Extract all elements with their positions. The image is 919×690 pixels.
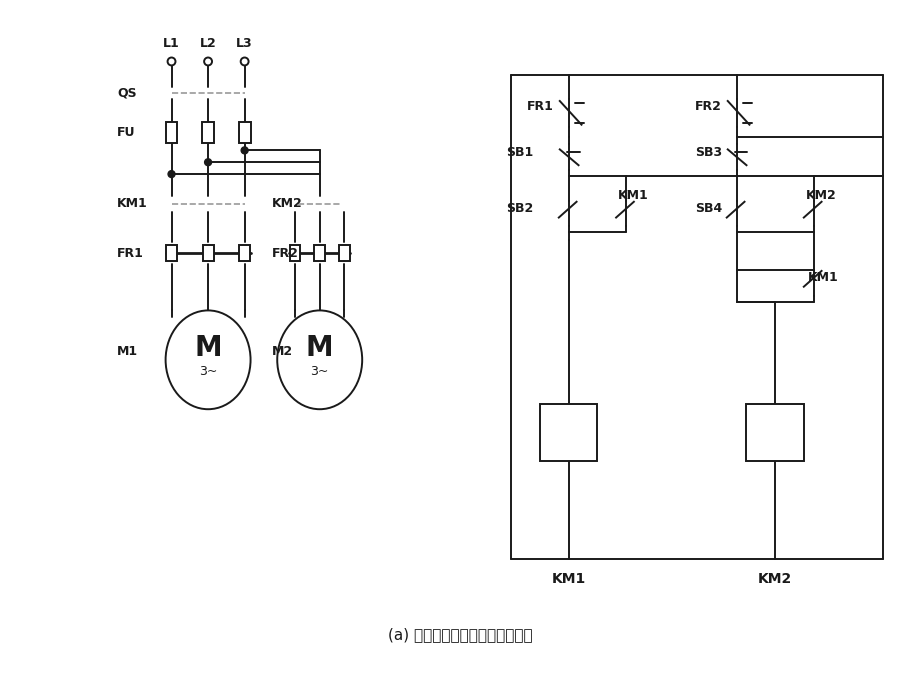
Text: L1: L1 (163, 37, 180, 50)
Text: 3~: 3~ (199, 365, 217, 378)
Bar (314, 245, 324, 261)
Circle shape (241, 147, 248, 154)
Text: KM2: KM2 (757, 572, 791, 586)
Text: M1: M1 (117, 346, 138, 358)
Circle shape (204, 159, 211, 166)
Bar (202, 121, 214, 144)
Text: KM2: KM2 (272, 197, 302, 210)
Bar (745, 404, 803, 461)
Text: KM1: KM1 (618, 189, 648, 202)
Circle shape (241, 57, 248, 66)
Text: SB3: SB3 (695, 146, 721, 159)
Text: 3~: 3~ (311, 365, 329, 378)
Text: KM1: KM1 (551, 572, 585, 586)
Bar (166, 245, 176, 261)
Bar (238, 121, 250, 144)
Text: L3: L3 (236, 37, 253, 50)
Bar (539, 404, 596, 461)
Text: FR2: FR2 (695, 101, 721, 113)
Text: SB1: SB1 (505, 146, 533, 159)
Text: M2: M2 (272, 346, 293, 358)
Bar (239, 245, 250, 261)
Text: QS: QS (117, 86, 137, 99)
Text: FU: FU (117, 126, 135, 139)
Circle shape (204, 57, 211, 66)
Text: KM2: KM2 (805, 189, 835, 202)
Text: (a) 电动机按顺序工作的控制线路: (a) 电动机按顺序工作的控制线路 (387, 627, 532, 642)
Text: FR1: FR1 (527, 101, 553, 113)
Bar (338, 245, 349, 261)
Text: SB2: SB2 (505, 202, 533, 215)
Circle shape (167, 57, 176, 66)
Ellipse shape (277, 310, 362, 409)
Text: KM1: KM1 (807, 271, 837, 284)
Circle shape (168, 170, 175, 177)
Text: M: M (306, 334, 334, 362)
Text: L2: L2 (199, 37, 216, 50)
Text: SB4: SB4 (695, 202, 721, 215)
Bar (202, 245, 213, 261)
Text: KM1: KM1 (117, 197, 148, 210)
Text: FR2: FR2 (272, 246, 299, 259)
Bar (289, 245, 301, 261)
Bar (165, 121, 177, 144)
Text: M: M (194, 334, 221, 362)
Ellipse shape (165, 310, 250, 409)
Text: FR1: FR1 (117, 246, 144, 259)
